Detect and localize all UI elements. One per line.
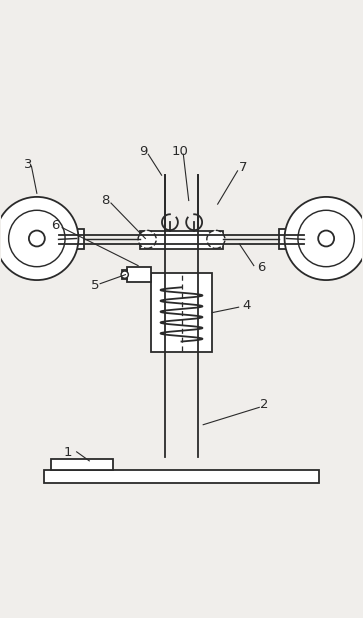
- Circle shape: [318, 231, 334, 247]
- Circle shape: [29, 231, 45, 247]
- Bar: [127, 268, 151, 282]
- Bar: [51, 459, 113, 470]
- Circle shape: [9, 210, 65, 267]
- Text: 3: 3: [24, 158, 32, 171]
- Bar: [58, 229, 84, 249]
- Circle shape: [0, 197, 78, 280]
- Text: 2: 2: [260, 399, 269, 412]
- Text: 4: 4: [242, 299, 251, 312]
- Text: 1: 1: [63, 446, 72, 459]
- Circle shape: [138, 231, 156, 248]
- Text: 9: 9: [139, 145, 148, 158]
- Circle shape: [298, 210, 354, 267]
- Circle shape: [285, 197, 363, 280]
- Circle shape: [121, 271, 129, 278]
- Text: 6: 6: [51, 219, 59, 232]
- Text: 10: 10: [171, 145, 188, 158]
- Bar: [279, 229, 305, 249]
- Bar: [140, 231, 223, 249]
- Text: 8: 8: [101, 194, 110, 207]
- Text: 5: 5: [90, 279, 99, 292]
- Text: 6: 6: [257, 261, 265, 274]
- Bar: [122, 270, 127, 279]
- Text: 7: 7: [239, 161, 247, 174]
- Circle shape: [207, 231, 225, 248]
- Bar: [151, 273, 212, 352]
- Bar: [44, 470, 319, 483]
